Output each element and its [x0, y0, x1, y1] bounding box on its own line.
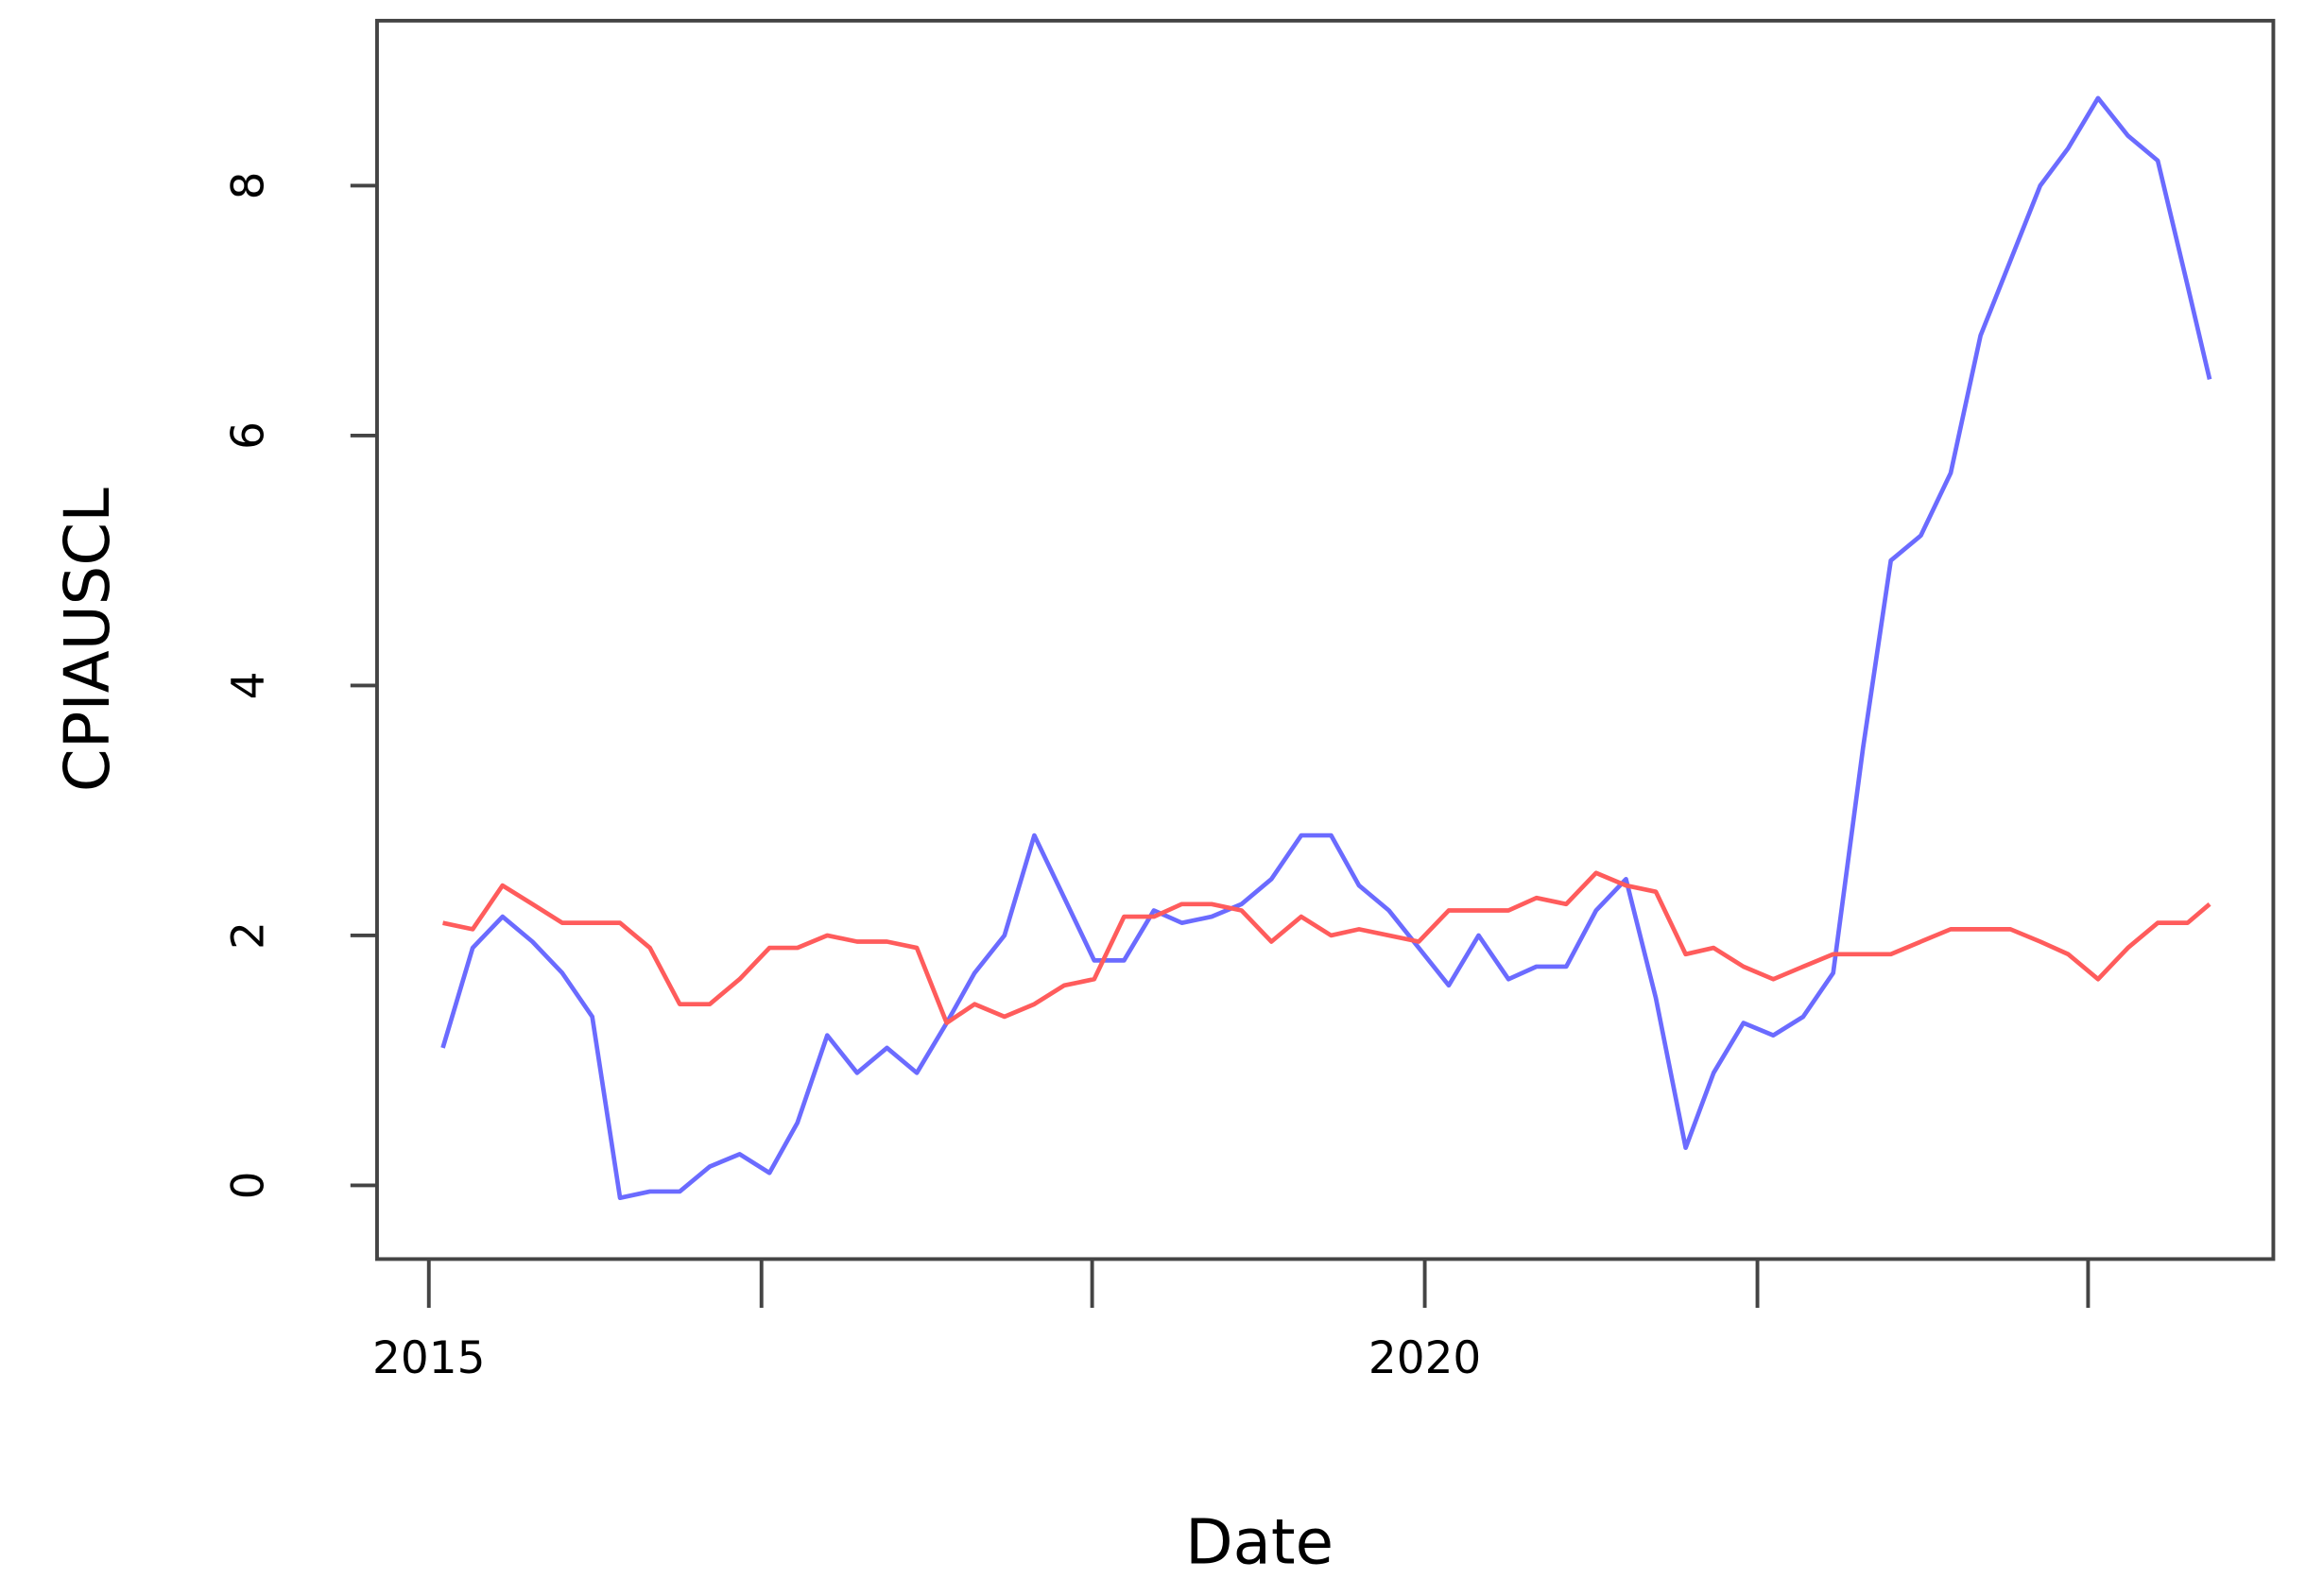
y-tick-label: 0 [223, 1171, 275, 1199]
y-tick-label: 4 [223, 672, 275, 700]
y-tick-label: 2 [223, 921, 275, 950]
x-tick-label: 2020 [1368, 1332, 1481, 1384]
x-tick-label: 2015 [372, 1332, 485, 1384]
y-axis-title: CPIAUSCL [52, 488, 124, 792]
series-line [442, 870, 2211, 1025]
series-line [440, 95, 2212, 1201]
y-tick-label: 8 [223, 172, 275, 200]
x-axis-title: Date [1185, 1507, 1334, 1579]
y-tick-label: 6 [223, 421, 275, 450]
plot-frame [375, 18, 2276, 1261]
